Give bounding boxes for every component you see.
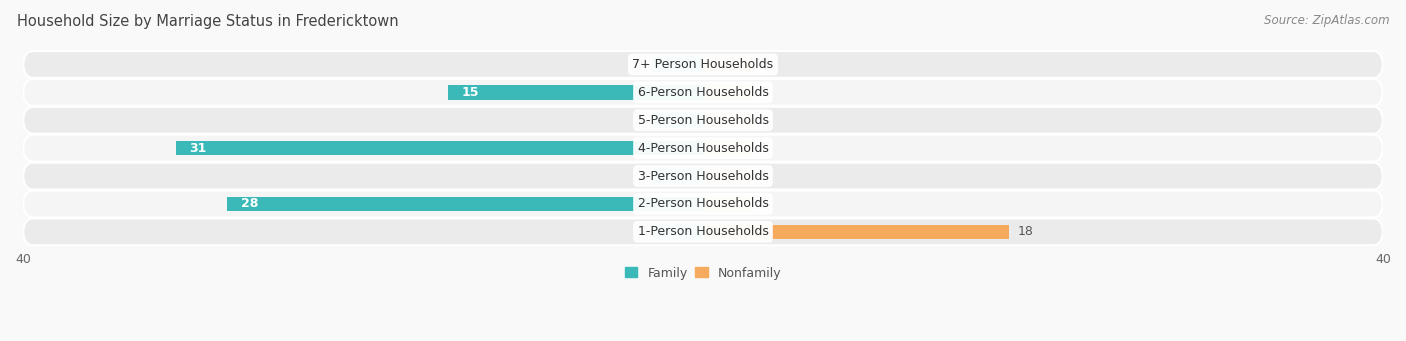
Text: Source: ZipAtlas.com: Source: ZipAtlas.com bbox=[1264, 14, 1389, 27]
Bar bbox=[703, 225, 1010, 239]
Text: 0: 0 bbox=[759, 86, 768, 99]
Legend: Family, Nonfamily: Family, Nonfamily bbox=[620, 262, 786, 284]
Text: 0: 0 bbox=[638, 58, 647, 71]
Text: 31: 31 bbox=[190, 142, 207, 155]
Text: 18: 18 bbox=[1018, 225, 1033, 238]
Bar bbox=[703, 197, 754, 211]
Text: 28: 28 bbox=[240, 197, 257, 210]
FancyBboxPatch shape bbox=[22, 107, 1384, 134]
Text: 0: 0 bbox=[759, 142, 768, 155]
FancyBboxPatch shape bbox=[22, 219, 1384, 245]
Bar bbox=[703, 85, 754, 100]
Text: 0: 0 bbox=[759, 169, 768, 182]
Bar bbox=[226, 197, 703, 211]
Text: 0: 0 bbox=[759, 58, 768, 71]
Bar bbox=[652, 225, 703, 239]
FancyBboxPatch shape bbox=[22, 79, 1384, 106]
Bar bbox=[652, 57, 703, 72]
Text: 0: 0 bbox=[759, 197, 768, 210]
Bar bbox=[703, 169, 754, 183]
Bar bbox=[652, 113, 703, 128]
Text: 15: 15 bbox=[461, 86, 479, 99]
Bar bbox=[176, 141, 703, 155]
Text: 2-Person Households: 2-Person Households bbox=[637, 197, 769, 210]
Text: Household Size by Marriage Status in Fredericktown: Household Size by Marriage Status in Fre… bbox=[17, 14, 398, 29]
Bar bbox=[703, 113, 754, 128]
Text: 1-Person Households: 1-Person Households bbox=[637, 225, 769, 238]
FancyBboxPatch shape bbox=[22, 51, 1384, 78]
Text: 0: 0 bbox=[638, 169, 647, 182]
Text: 3-Person Households: 3-Person Households bbox=[637, 169, 769, 182]
FancyBboxPatch shape bbox=[22, 163, 1384, 190]
Text: 0: 0 bbox=[638, 114, 647, 127]
FancyBboxPatch shape bbox=[22, 191, 1384, 217]
Bar bbox=[652, 169, 703, 183]
Text: 5-Person Households: 5-Person Households bbox=[637, 114, 769, 127]
Bar bbox=[449, 85, 703, 100]
FancyBboxPatch shape bbox=[22, 135, 1384, 162]
Text: 6-Person Households: 6-Person Households bbox=[637, 86, 769, 99]
Text: 4-Person Households: 4-Person Households bbox=[637, 142, 769, 155]
Text: 0: 0 bbox=[759, 114, 768, 127]
Text: 0: 0 bbox=[638, 225, 647, 238]
Text: 7+ Person Households: 7+ Person Households bbox=[633, 58, 773, 71]
Bar bbox=[703, 57, 754, 72]
Bar bbox=[703, 141, 754, 155]
